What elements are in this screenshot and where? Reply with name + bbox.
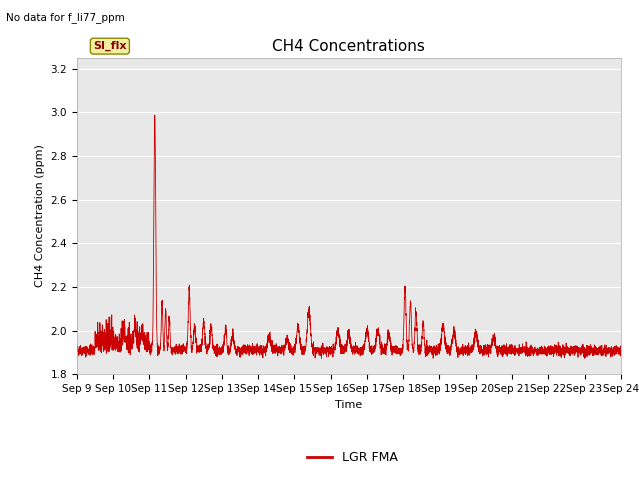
Title: CH4 Concentrations: CH4 Concentrations [273,39,425,54]
Text: SI_flx: SI_flx [93,41,127,51]
Legend: LGR FMA: LGR FMA [301,446,403,469]
Text: No data for f_li77_ppm: No data for f_li77_ppm [6,12,125,23]
Y-axis label: CH4 Concentration (ppm): CH4 Concentration (ppm) [35,144,45,288]
X-axis label: Time: Time [335,400,362,409]
